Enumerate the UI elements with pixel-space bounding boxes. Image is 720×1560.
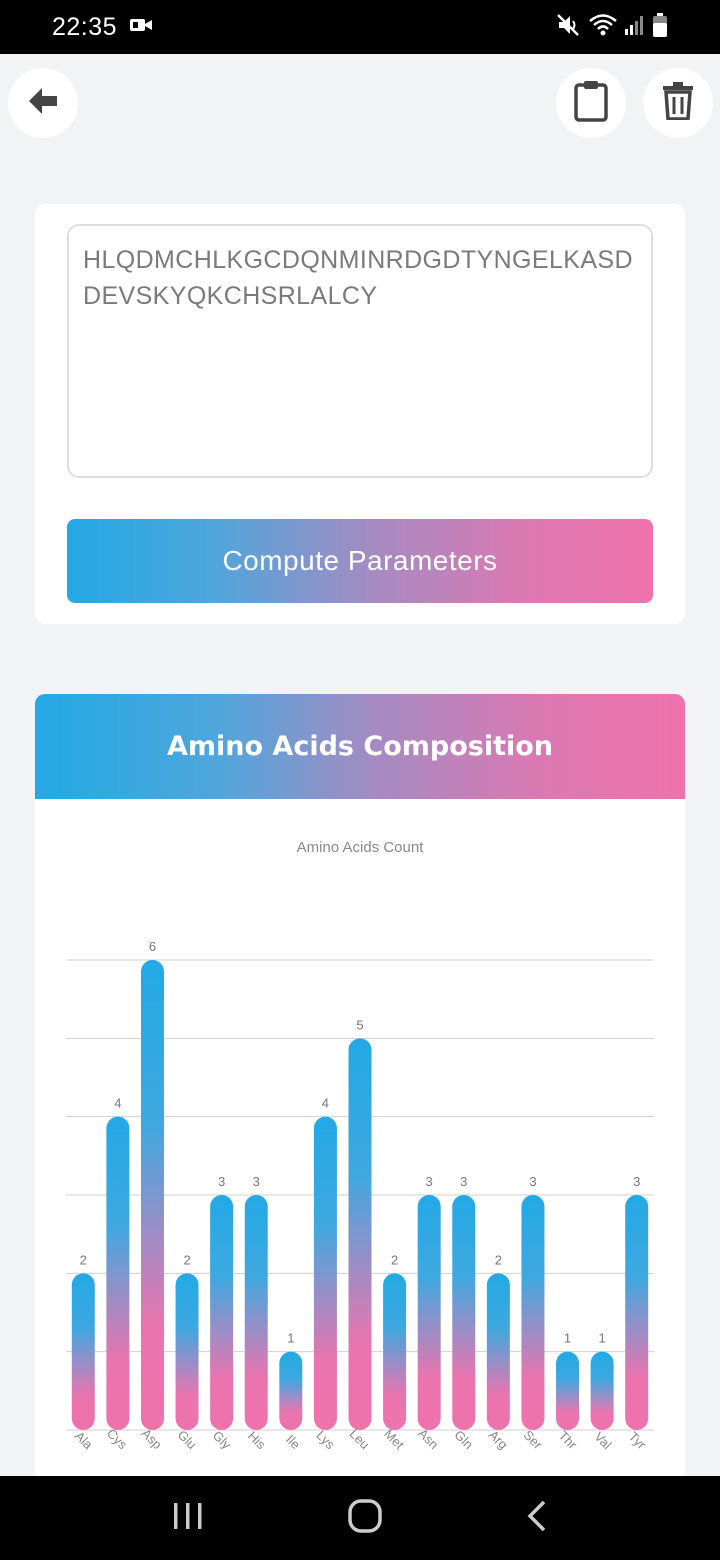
x-tick-label: Gln [451, 1427, 476, 1452]
bar-ser[interactable] [521, 1195, 545, 1430]
data-label: 1 [287, 1331, 294, 1346]
x-tick-label: Ala [72, 1428, 96, 1452]
amino-acid-chart: Amino Acids Count 2Ala4Cys6Asp2Glu3Gly3H… [66, 839, 654, 1453]
bar-ala[interactable] [71, 1273, 95, 1430]
data-label: 4 [322, 1096, 329, 1111]
video-recording-icon [129, 16, 153, 38]
bar-ile[interactable] [279, 1351, 303, 1430]
sequence-input[interactable]: HLQDMCHLKGCDQNMINRDGDTYNGELKASDDEVSKYQKC… [67, 224, 653, 478]
bar-leu[interactable] [348, 1038, 372, 1430]
x-tick-label: Arg [486, 1427, 511, 1452]
trash-icon [662, 82, 694, 124]
data-label: 3 [218, 1174, 225, 1189]
bar-gln[interactable] [452, 1195, 476, 1430]
data-label: 3 [460, 1174, 467, 1189]
bar-asn[interactable] [417, 1195, 441, 1430]
data-label: 3 [633, 1174, 640, 1189]
bar-asp[interactable] [140, 960, 164, 1430]
bar-val[interactable] [590, 1351, 614, 1430]
x-tick-label: Ile [283, 1432, 303, 1452]
data-label: 5 [356, 1017, 363, 1032]
composition-card: Amino Acids Composition Amino Acids Coun… [35, 694, 685, 1476]
battery-icon [652, 12, 668, 42]
data-label: 3 [529, 1174, 536, 1189]
data-label: 6 [149, 939, 156, 954]
status-bar: 22:35 [0, 0, 720, 54]
data-label: 3 [426, 1174, 433, 1189]
recent-apps-icon[interactable] [171, 1501, 205, 1535]
arrow-left-icon [26, 86, 60, 120]
data-label: 2 [80, 1252, 87, 1267]
bar-cys[interactable] [106, 1116, 130, 1430]
x-tick-label: Gly [210, 1428, 235, 1453]
bar-gly[interactable] [210, 1195, 234, 1430]
bar-thr[interactable] [556, 1351, 580, 1430]
x-tick-label: His [245, 1428, 269, 1452]
back-button[interactable] [8, 68, 78, 138]
data-label: 1 [564, 1331, 571, 1346]
status-time: 22:35 [52, 12, 118, 41]
bar-arg[interactable] [486, 1273, 510, 1430]
wifi-icon [588, 13, 618, 41]
data-label: 1 [599, 1331, 606, 1346]
data-label: 4 [114, 1096, 121, 1111]
mute-icon [556, 13, 582, 41]
bar-lys[interactable] [313, 1116, 337, 1430]
x-tick-label: Val [591, 1429, 614, 1452]
home-icon[interactable] [347, 1498, 383, 1538]
app-screen: HLQDMCHLKGCDQNMINRDGDTYNGELKASDDEVSKYQKC… [0, 54, 720, 1476]
paste-button[interactable] [556, 68, 626, 138]
bar-his[interactable] [244, 1195, 268, 1430]
chart-title: Amino Acids Count [297, 839, 425, 856]
x-tick-label: Tyr [626, 1429, 650, 1453]
x-tick-label: Ser [521, 1427, 546, 1452]
delete-button[interactable] [643, 68, 713, 138]
signal-icon [624, 14, 646, 40]
x-tick-label: Lys [313, 1428, 338, 1453]
compute-parameters-button[interactable]: Compute Parameters [67, 519, 653, 603]
clipboard-icon [573, 80, 609, 126]
x-tick-label: Glu [175, 1427, 200, 1452]
composition-header: Amino Acids Composition [35, 694, 685, 799]
bar-met[interactable] [383, 1273, 407, 1430]
bar-tyr[interactable] [625, 1195, 649, 1430]
data-label: 2 [391, 1252, 398, 1267]
chevron-left-icon[interactable] [525, 1499, 549, 1537]
data-label: 3 [253, 1174, 260, 1189]
data-label: 2 [183, 1252, 190, 1267]
data-label: 2 [495, 1252, 502, 1267]
bar-glu[interactable] [175, 1273, 199, 1430]
system-nav-bar [0, 1476, 720, 1560]
sequence-card: HLQDMCHLKGCDQNMINRDGDTYNGELKASDDEVSKYQKC… [35, 204, 685, 624]
x-tick-label: Thr [556, 1428, 581, 1453]
